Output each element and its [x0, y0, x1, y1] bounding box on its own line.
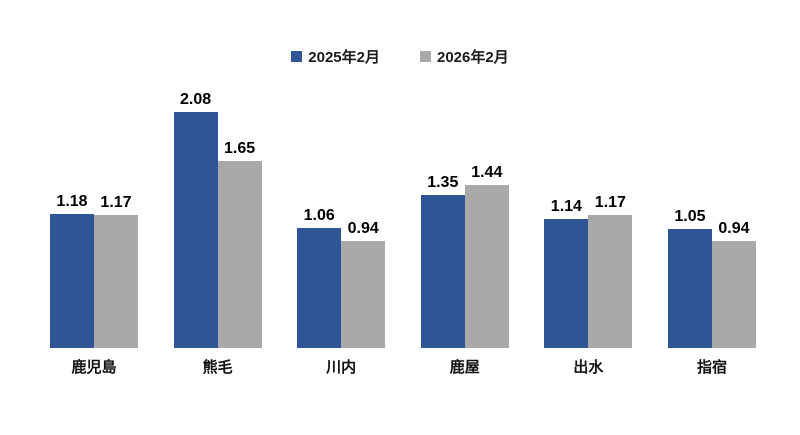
bar-value-label: 1.17 [100, 194, 132, 211]
legend-item-2026: 2026年2月 [420, 46, 509, 67]
bar-value-label: 1.44 [471, 164, 503, 181]
legend-swatch-2026 [420, 51, 431, 62]
bar [173, 112, 218, 348]
bar-value-label: 1.17 [594, 194, 626, 211]
bar-column: 1.44 [464, 164, 509, 348]
x-axis-category-label: 鹿屋 [449, 359, 480, 376]
bar-column: 0.94 [341, 220, 386, 348]
bar-value-label: 1.05 [674, 208, 706, 225]
bar [297, 228, 342, 348]
bar-group: 2.08 1.65 [173, 91, 262, 348]
bar-column: 1.06 [297, 207, 342, 348]
bar-column: 1.17 [588, 194, 633, 348]
chart-legend: 2025年2月 2026年2月 [0, 46, 800, 67]
bar-value-label: 1.35 [427, 174, 459, 191]
bar-group: 1.05 0.94 [667, 208, 756, 348]
bar-value-label: 1.65 [224, 140, 256, 157]
bar-value-label: 1.18 [56, 193, 88, 210]
bar-column: 1.35 [420, 174, 465, 348]
bar-column: 1.17 [94, 195, 138, 348]
bar [420, 195, 465, 348]
bar-group: 1.06 0.94 [297, 207, 386, 348]
bar-value-label: 1.06 [303, 207, 335, 224]
bar-group: 1.18 1.17 [50, 194, 138, 348]
bar-value-label: 0.94 [718, 220, 750, 237]
bar [544, 219, 589, 348]
x-axis-category-label: 川内 [326, 359, 357, 376]
bar-column: 0.94 [711, 220, 756, 348]
bar [588, 215, 633, 348]
legend-label-2025: 2025年2月 [308, 49, 380, 66]
bar [217, 161, 262, 348]
bar-column: 1.05 [667, 208, 712, 348]
x-axis-category-label: 熊毛 [202, 359, 233, 376]
bar-column: 1.18 [50, 194, 94, 348]
bar [94, 215, 138, 348]
bar-column: 1.14 [544, 198, 589, 348]
x-axis-category-label: 鹿児島 [71, 359, 117, 376]
x-axis-labels: 鹿児島 熊毛 川内 鹿屋 出水 指宿 [50, 356, 756, 377]
bar [464, 185, 509, 348]
bar-column: 1.65 [217, 140, 262, 348]
bar [50, 214, 94, 348]
bar-group: 1.35 1.44 [420, 164, 509, 348]
legend-swatch-2025 [291, 51, 303, 62]
bar [667, 229, 712, 348]
bar-column: 2.08 [173, 91, 218, 348]
x-axis-category-label: 出水 [573, 359, 604, 376]
bar-group: 1.14 1.17 [544, 194, 633, 348]
legend-item-2025: 2025年2月 [291, 46, 380, 67]
bar-value-label: 1.14 [550, 198, 582, 215]
plot-area: 1.18 1.17 2.08 1.65 1.06 0.94 1.35 1.44 1.14 1.17… [50, 0, 756, 348]
bar [341, 241, 386, 348]
bar-value-label: 0.94 [347, 220, 379, 237]
bar [711, 241, 756, 348]
bar-value-label: 2.08 [180, 91, 212, 108]
x-axis-category-label: 指宿 [696, 359, 727, 376]
legend-label-2026: 2026年2月 [437, 49, 509, 66]
